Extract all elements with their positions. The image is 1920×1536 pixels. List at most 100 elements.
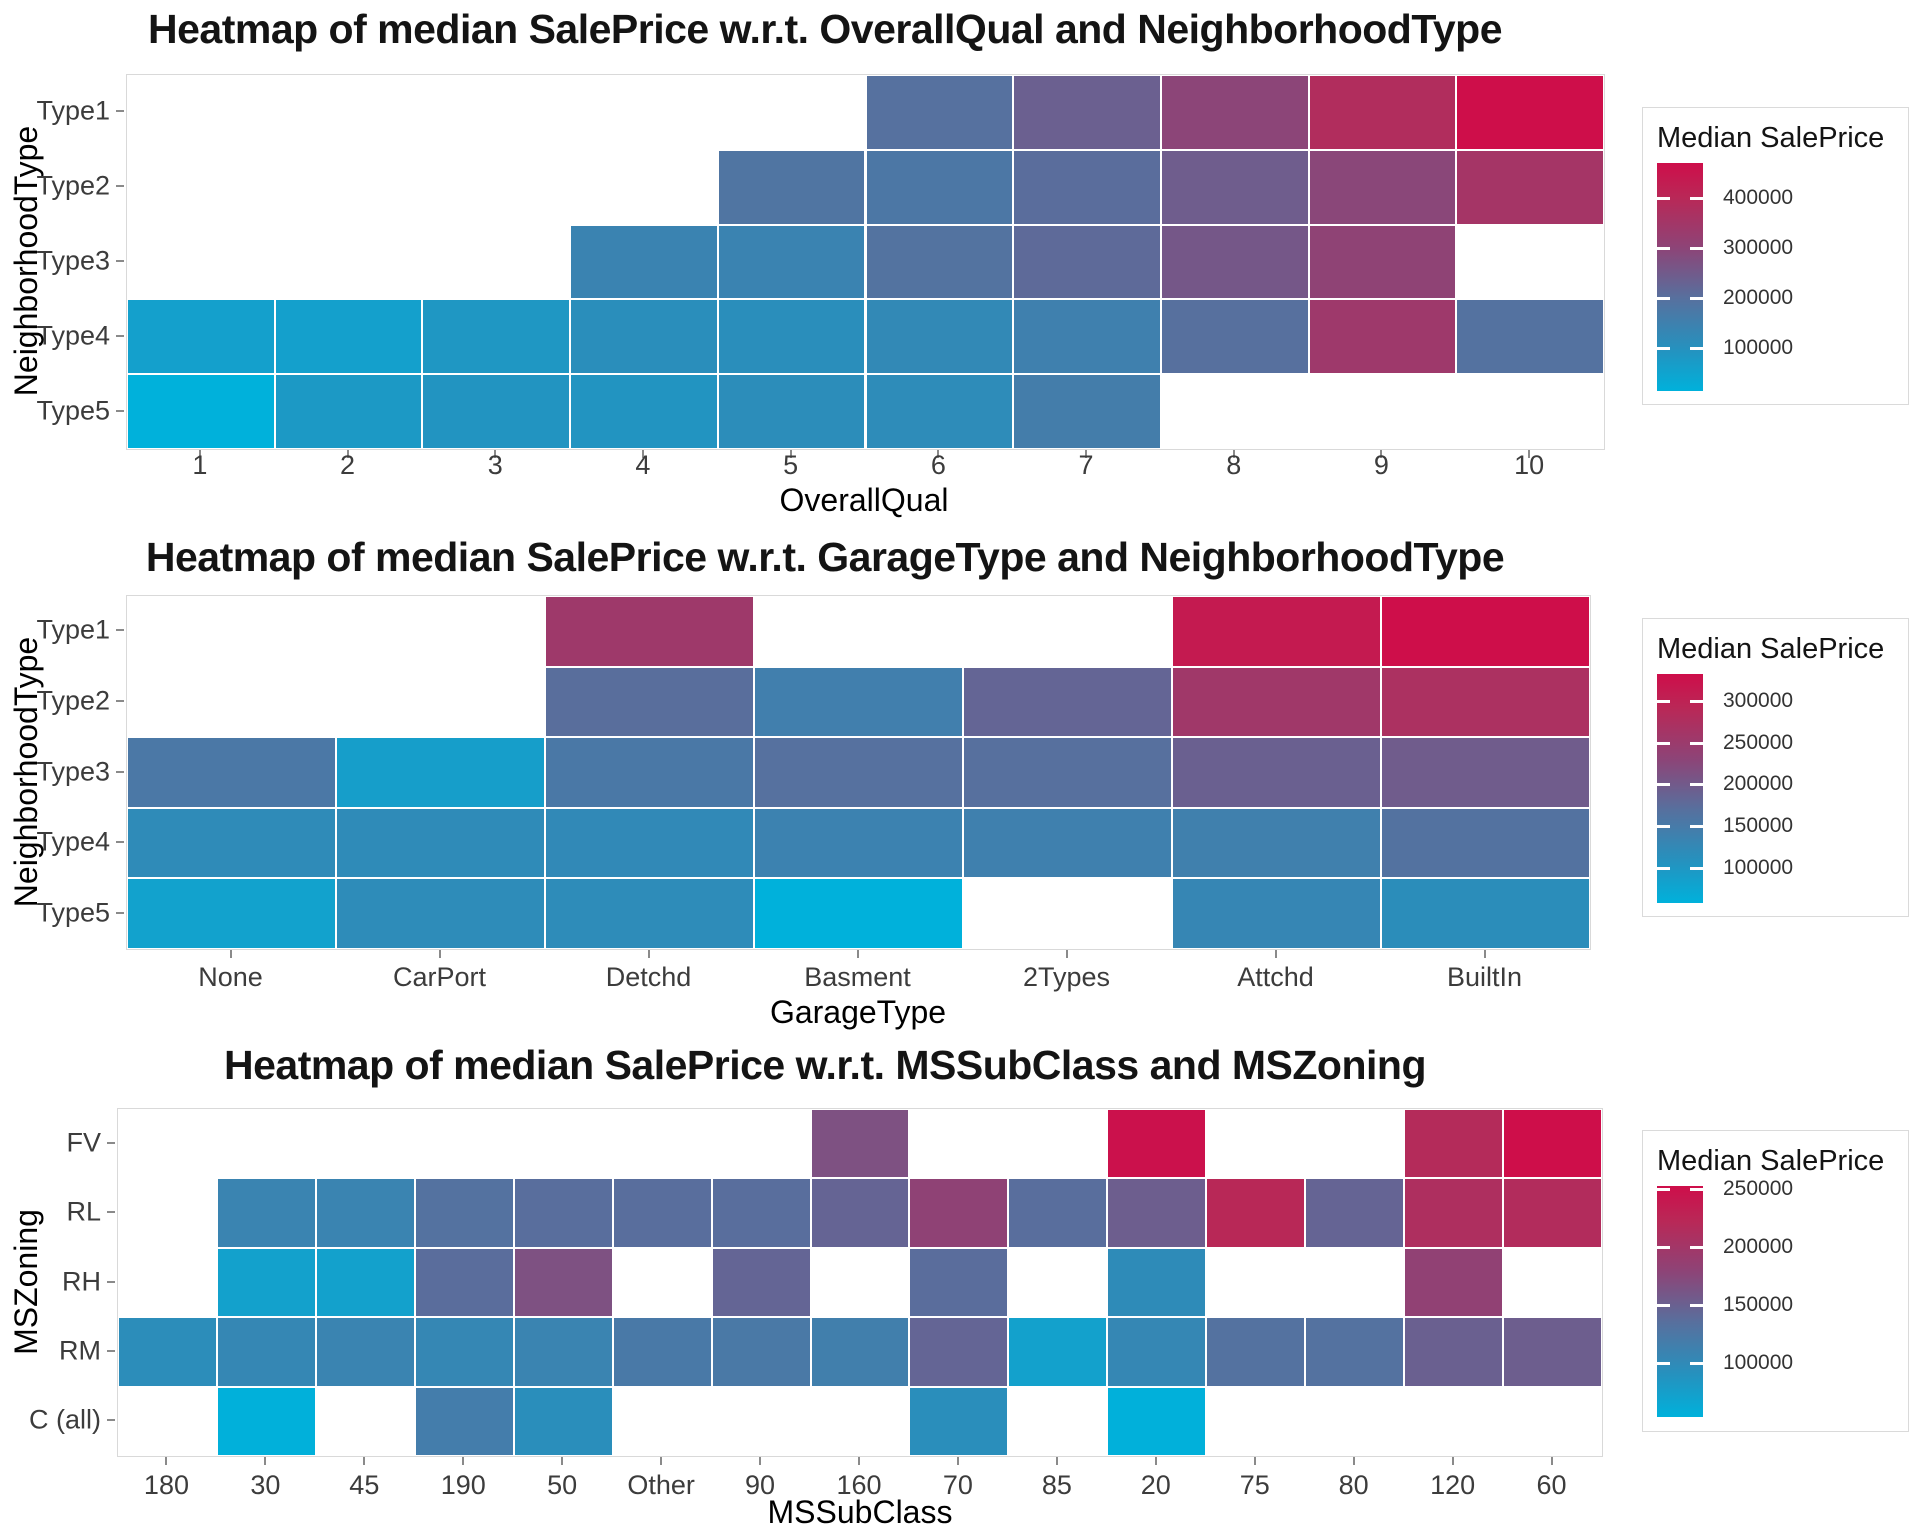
cell-RM-120 (1404, 1317, 1504, 1387)
legend-tick-label: 300000 (1723, 235, 1794, 259)
cell-Type1-10 (1456, 75, 1604, 150)
cell-Type2-6 (865, 149, 1014, 225)
cell-RM-85 (1008, 1317, 1108, 1387)
cell-Type4-2 (274, 299, 423, 375)
cell-Type1-8 (1160, 75, 1309, 150)
x-tick-label: 80 (1338, 1470, 1369, 1500)
legend-gradient-bar-1 (1657, 163, 1703, 391)
cell-Type4-6 (865, 299, 1014, 375)
y-tick-mark (116, 629, 124, 632)
legend-tick-mark (1690, 783, 1703, 787)
cell-RH-70 (909, 1247, 1009, 1318)
cell-RH-90 (711, 1247, 811, 1318)
legend-tick-mark (1657, 1188, 1670, 1192)
y-tick-label: Type5 (36, 897, 110, 928)
x-tick-mark (165, 1457, 168, 1465)
cell-C (all)-20 (1107, 1386, 1207, 1456)
cell-RH-20 (1107, 1247, 1207, 1318)
cell-RL-160 (810, 1178, 910, 1248)
legend-tick-mark (1657, 866, 1670, 870)
cell-FV-20 (1107, 1109, 1207, 1179)
x-tick-mark (229, 950, 232, 958)
x-tick-mark (561, 1457, 564, 1465)
cell-Type5-Basment (754, 878, 963, 949)
y-tick-label: Type4 (36, 320, 110, 351)
legend-tick-mark (1690, 1246, 1703, 1250)
y-tick-mark (116, 911, 124, 914)
legend-tick-mark (1657, 1361, 1670, 1365)
legend-box-2: Median SalePrice 300000 250000 200000 15000… (1642, 618, 1909, 917)
x-tick-label: 7 (1078, 450, 1094, 480)
cell-RH-45 (315, 1247, 415, 1318)
legend-tick-mark (1690, 347, 1703, 351)
legend-gradient-bar-2 (1657, 674, 1703, 903)
x-tick-mark (1352, 1457, 1355, 1465)
x-tick-mark (1085, 450, 1088, 458)
x-tick-mark (641, 450, 644, 458)
cell-Type3-4 (570, 224, 718, 300)
cell-Type4-Attchd (1172, 807, 1381, 879)
cell-Type4-BuiltIn (1381, 807, 1590, 879)
cell-RM-80 (1305, 1317, 1405, 1387)
legend-tick-label: 150000 (1723, 1292, 1794, 1316)
cell-Type3-7 (1013, 224, 1161, 300)
cell-Type3-Attchd (1172, 737, 1381, 808)
cell-Type3-8 (1160, 224, 1309, 300)
cell-Type5-6 (865, 374, 1014, 449)
cell-C (all)-30 (216, 1386, 316, 1456)
cell-RL-75 (1206, 1178, 1306, 1248)
x-tick-mark (1253, 1457, 1256, 1465)
cell-Type2-2Types (963, 666, 1172, 738)
legend-tick-mark (1657, 699, 1670, 703)
cell-FV-60 (1503, 1109, 1602, 1179)
cell-RM-180 (118, 1317, 217, 1387)
cell-RM-75 (1206, 1317, 1306, 1387)
cell-Type2-8 (1160, 149, 1309, 225)
y-tick-label: Type3 (36, 245, 110, 276)
cell-Type4-3 (422, 299, 571, 375)
x-axis-title-mssubclass: MSSubClass (767, 1494, 953, 1530)
legend-title-3: Median SalePrice (1657, 1145, 1885, 1177)
y-tick-mark (107, 1349, 115, 1352)
x-tick-label: Basment (804, 962, 911, 992)
cell-Type5-BuiltIn (1381, 878, 1590, 949)
cell-RL-120 (1404, 1178, 1504, 1248)
cell-Type3-Basment (754, 737, 963, 808)
cell-Type1-9 (1308, 75, 1457, 150)
y-tick-label: RM (59, 1335, 101, 1366)
legend-tick-mark (1690, 1303, 1703, 1307)
legend-title-2: Median SalePrice (1657, 633, 1885, 665)
cell-RL-30 (216, 1178, 316, 1248)
cell-Type2-BuiltIn (1381, 666, 1590, 738)
x-tick-label: 90 (745, 1470, 776, 1500)
x-tick-label: 180 (143, 1470, 189, 1500)
heatmap-panel-overallqual (126, 74, 1605, 450)
cell-Type5-Detchd (545, 878, 754, 949)
legend-tick-mark (1657, 347, 1670, 351)
cell-RL-Other (612, 1178, 712, 1248)
cell-RL-80 (1305, 1178, 1405, 1248)
cell-Type1-Attchd (1172, 596, 1381, 667)
cell-Type4-None (127, 807, 336, 879)
y-tick-mark (116, 409, 124, 412)
y-tick-label: Type1 (36, 614, 110, 645)
legend-tick-mark (1690, 297, 1703, 301)
cell-Type3-CarPort (336, 737, 545, 808)
y-tick-mark (116, 841, 124, 844)
legend-gradient-bar-3 (1657, 1186, 1703, 1417)
cell-Type1-6 (865, 75, 1014, 150)
x-tick-mark (647, 950, 650, 958)
x-tick-label: 6 (930, 450, 946, 480)
x-tick-mark (956, 1457, 959, 1465)
cell-Type1-BuiltIn (1381, 596, 1590, 667)
cell-Type2-Basment (754, 666, 963, 738)
x-tick-label: Attchd (1237, 962, 1314, 992)
chart-title-overallqual: Heatmap of median SalePrice w.r.t. Overa… (148, 6, 1503, 52)
x-tick-label: 5 (783, 450, 799, 480)
x-tick-label: CarPort (392, 962, 487, 992)
cell-RM-90 (711, 1317, 811, 1387)
cell-Type4-1 (127, 299, 275, 375)
x-tick-mark (660, 1457, 663, 1465)
x-axis-title-garagetype: GarageType (769, 994, 947, 1030)
